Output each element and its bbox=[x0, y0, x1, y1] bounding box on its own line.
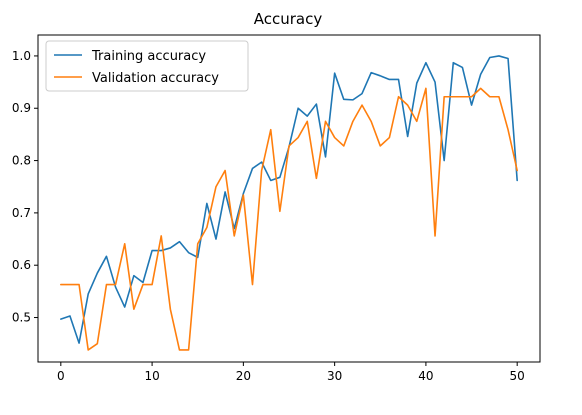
legend-label: Validation accuracy bbox=[92, 71, 219, 86]
x-tick-label: 40 bbox=[418, 369, 433, 383]
x-tick-label: 30 bbox=[327, 369, 342, 383]
y-tick-label: 0.7 bbox=[12, 206, 31, 220]
x-tick-label: 50 bbox=[510, 369, 525, 383]
x-tick-label: 10 bbox=[144, 369, 159, 383]
x-axis: 0 10 20 30 40 50 bbox=[57, 362, 525, 383]
series-layer bbox=[60, 55, 518, 351]
legend: Training accuracy Validation accuracy bbox=[45, 40, 249, 92]
y-tick-label: 0.6 bbox=[12, 258, 31, 272]
y-tick-label: 0.8 bbox=[12, 154, 31, 168]
legend-box bbox=[45, 40, 249, 92]
legend-label: Training accuracy bbox=[91, 49, 206, 64]
y-tick-label: 1.0 bbox=[12, 49, 31, 63]
x-tick-label: 20 bbox=[236, 369, 251, 383]
y-tick-label: 0.9 bbox=[12, 101, 31, 115]
x-tick-label: 0 bbox=[57, 369, 65, 383]
validation-accuracy-line bbox=[60, 87, 518, 351]
y-tick-label: 0.5 bbox=[12, 311, 31, 325]
y-axis: 0.5 0.6 0.7 0.8 0.9 1.0 bbox=[12, 49, 38, 325]
chart-title: Accuracy bbox=[254, 10, 323, 28]
